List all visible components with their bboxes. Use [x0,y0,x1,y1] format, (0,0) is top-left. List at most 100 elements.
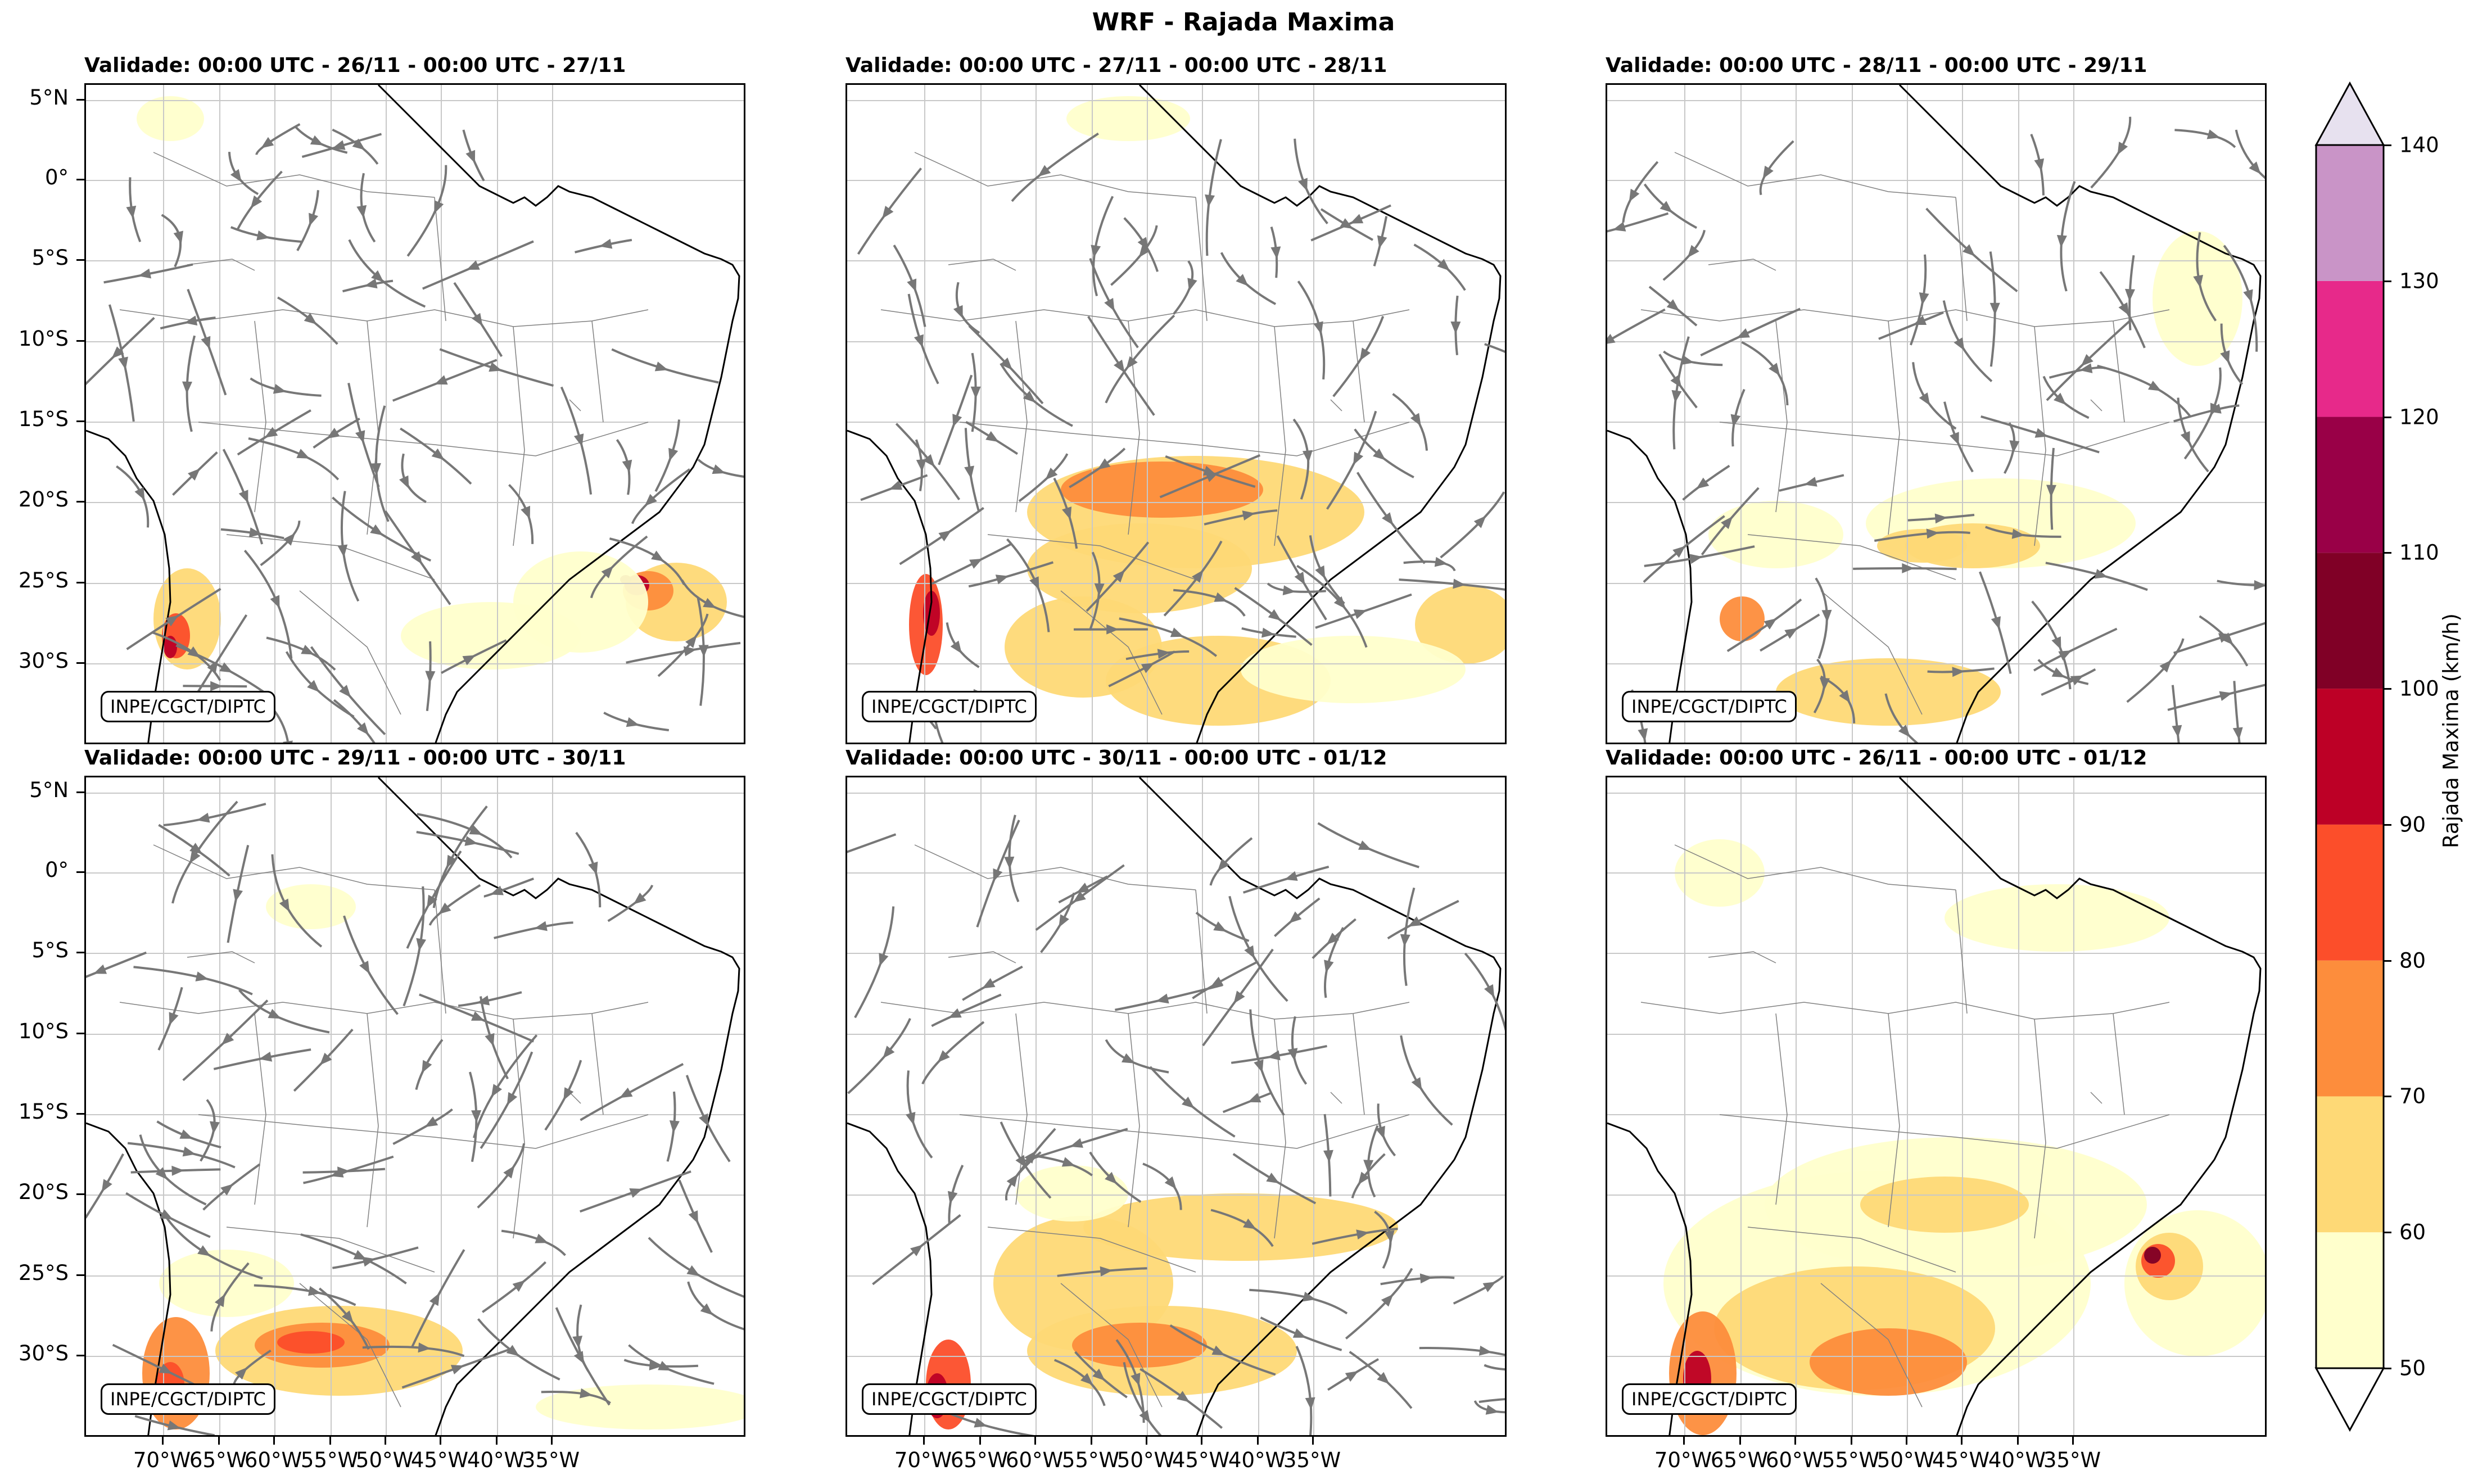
tick-mark [76,791,84,793]
streamline-arrow [490,885,504,895]
streamline-arrow [686,1265,700,1276]
gust-area [137,96,204,141]
streamline-arrow [261,137,274,148]
streamline-arrow [1126,356,1138,369]
streamline-arrow [362,1256,376,1267]
streamline-arrow [1305,1397,1315,1410]
streamline-arrow [1902,563,1915,573]
streamline-arrow [952,414,962,427]
streamline-arrow [668,447,679,462]
streamline-arrow [1484,984,1495,998]
streamline-arrow [535,1233,549,1243]
tick-mark [1961,1437,1963,1445]
tick-mark [1794,1437,1796,1445]
tick-mark [2384,552,2391,554]
tick-mark [218,1437,220,1445]
streamline-arrow [993,868,1003,882]
gust-area [1708,501,1843,568]
credit-label: INPE/CGCT/DIPTC [1622,1383,1797,1415]
streamline-arrow [2249,161,2261,174]
streamline [1484,1364,1505,1371]
colorbar-tick-label: 140 [2399,133,2439,157]
map-canvas [1607,85,2265,743]
latitude-label: 0° [44,165,69,189]
streamline-arrow [1267,1050,1281,1061]
streamline-arrow [1666,299,1680,311]
streamline-arrow [969,558,983,569]
tick-mark [385,1437,386,1445]
streamline-arrow [304,313,317,325]
streamline-arrow [2180,431,2190,445]
streamline-arrow [1353,609,1367,619]
streamline-arrow [2118,302,2129,316]
gust-area [1027,523,1252,613]
figure-title: WRF - Rajada Maxima [1092,8,1395,37]
streamline-arrow [1839,690,1851,703]
streamline-arrow [685,635,697,648]
streamline-arrow [1607,333,1616,344]
streamline-arrow [182,1146,196,1157]
streamline-arrow [1203,465,1217,476]
streamline-arrow [268,1008,282,1019]
streamline-arrow [1029,576,1039,590]
streamline-arrow [2220,350,2230,364]
coastline [86,85,740,743]
streamline-arrow [169,1012,179,1025]
streamline-arrow [1762,165,1774,179]
streamline-arrow [485,1033,495,1047]
streamline-arrow [883,1046,895,1058]
streamline-arrow [184,315,198,326]
streamline-arrow [1934,513,1948,524]
credit-label: INPE/CGCT/DIPTC [101,1383,275,1415]
colorbar-segment [2316,280,2384,417]
streamline-arrow [111,346,124,359]
streamline-arrow [2219,691,2232,701]
streamline-arrow [476,995,490,1006]
streamline-arrow [573,1351,585,1364]
tick-mark [1146,1437,1147,1445]
panel-title: Validade: 00:00 UTC - 26/11 - 00:00 UTC … [84,54,626,77]
tick-mark [76,340,84,342]
streamline-arrow [1170,627,1184,637]
credit-label: INPE/CGCT/DIPTC [1622,691,1797,722]
latitude-label: 5°N [29,778,69,802]
streamline-arrow [465,150,476,164]
streamline-arrow [563,1087,574,1101]
tick-mark [1034,1437,1036,1445]
streamline-arrow [910,1245,923,1256]
streamline-arrow [1156,993,1169,1004]
streamline-arrow [1284,871,1298,881]
streamline-arrow [712,464,726,474]
coastline [1607,777,2262,1435]
streamline-arrow [446,854,457,868]
streamline-arrow [301,645,314,655]
streamline-arrow [2254,580,2265,590]
latitude-label: 15°S [18,407,69,431]
borders [948,259,1342,411]
colorbar-tick-label: 110 [2399,540,2439,565]
state-borders [880,844,1410,1408]
tick-mark [76,952,84,953]
longitude-label: 35°W [1283,1448,1341,1472]
streamline-arrow [1419,1273,1433,1284]
longitude-label: 50°W [1116,1448,1175,1472]
streamline-arrow [699,1113,709,1127]
streamline-arrow [688,1210,698,1224]
tick-mark [329,1437,331,1445]
streamline-arrow [195,971,209,981]
streamline-arrow [1104,298,1115,311]
map-panel: INPE/CGCT/DIPTC [84,776,745,1437]
streamline-arrow [622,459,632,473]
streamline-arrow [1000,358,1012,370]
streamline-arrow [1023,391,1036,403]
streamline-arrow [1254,1059,1264,1073]
streamline-arrow [1024,1151,1037,1164]
latitude-label: 30°S [18,1341,69,1365]
streamline-arrow [424,1116,438,1127]
streamline-arrow [410,551,422,564]
streamline-arrow [352,138,365,150]
streamline-arrow [907,278,917,292]
tick-mark [496,1437,498,1445]
streamline-arrow [418,1342,431,1353]
streamline-arrow [970,386,981,399]
